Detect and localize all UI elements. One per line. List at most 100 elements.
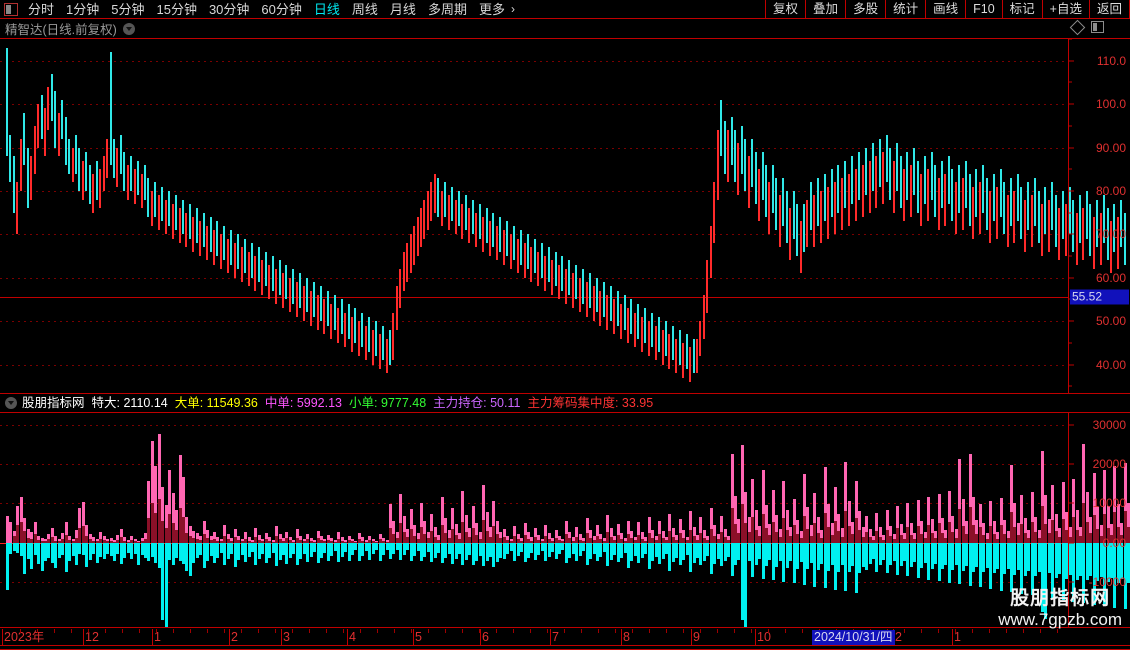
chevron-down-circle-icon[interactable] [5, 397, 17, 409]
toolbar-right-buttons: 复权 叠加 多股 统计 画线 F10 标记 +自选 返回 [765, 0, 1130, 19]
candle-bar [116, 147, 119, 187]
candle-bar [992, 173, 995, 222]
candle-bar [264, 251, 267, 287]
date-tick-label: 1 [154, 630, 161, 644]
indicator-overlay-bar [861, 536, 865, 543]
period-tab-6[interactable]: 日线 [313, 1, 340, 17]
price-plot-area[interactable] [0, 39, 1126, 393]
chevron-right-icon[interactable]: › [510, 2, 515, 16]
toolbar-button-标记[interactable]: 标记 [1001, 0, 1043, 19]
indicator-positive-bar [533, 527, 537, 543]
candle-bar [920, 173, 923, 226]
indicator-negative-bar [796, 542, 800, 569]
indicator-negative-bar [630, 542, 634, 561]
indicator-positive-bar [299, 535, 303, 543]
candle-bar [230, 230, 233, 265]
panel-icon[interactable] [1091, 21, 1104, 33]
indicator-positive-bar [844, 461, 848, 543]
indicator-overlay-bar [730, 507, 734, 543]
indicator-positive-bar [785, 510, 789, 543]
candle-bar [195, 208, 198, 244]
candle-bar [282, 273, 284, 309]
indicator-overlay-bar [1020, 523, 1024, 543]
toolbar-button-多股[interactable]: 多股 [845, 0, 887, 19]
indicator-negative-bar [457, 542, 461, 555]
indicator-negative-bar [485, 542, 489, 562]
candle-bar [575, 264, 578, 300]
indicator-negative-bar [1113, 542, 1117, 608]
period-tab-9[interactable]: 多周期 [427, 1, 467, 17]
indicator-positive-bar [544, 524, 548, 543]
indicator-negative-bar [1085, 542, 1089, 581]
period-tab-8[interactable]: 月线 [389, 1, 416, 17]
indicator-overlay-bar [675, 539, 679, 543]
toolbar-button-F10[interactable]: F10 [965, 0, 1003, 19]
indicator-negative-bar [713, 542, 717, 564]
indicator-negative-bar [464, 542, 468, 560]
indicator-overlay-bar [540, 541, 544, 543]
indicator-overlay-bar [602, 540, 606, 543]
period-tab-10[interactable]: 更多 [478, 1, 505, 17]
indicator-field-3: 小单: 9777.48 [349, 396, 427, 410]
indicator-chart-panel[interactable]: 30000 20000 10000 0.00 -10000 [0, 412, 1130, 628]
period-tab-7[interactable]: 周线 [351, 1, 378, 17]
candle-bar [1051, 182, 1054, 231]
indicator-plot-area[interactable] [0, 413, 1130, 627]
period-tab-5[interactable]: 60分钟 [261, 1, 302, 17]
candle-bar [109, 52, 112, 165]
candle-bar [651, 312, 654, 348]
indicator-positive-bar [1037, 529, 1041, 543]
panel-toggle-icon[interactable] [4, 2, 18, 16]
toolbar-button-返回[interactable]: 返回 [1088, 0, 1130, 19]
indicator-overlay-bar [637, 534, 641, 543]
chevron-down-circle-icon[interactable] [122, 22, 135, 35]
indicator-negative-bar [354, 542, 358, 551]
indicator-negative-bar [351, 542, 354, 556]
toolbar-button-叠加[interactable]: 叠加 [805, 0, 847, 19]
indicator-overlay-bar [720, 532, 724, 543]
period-tab-1[interactable]: 1分钟 [66, 1, 100, 17]
candle-bar [1123, 212, 1126, 265]
indicator-positive-bar [333, 540, 337, 543]
indicator-negative-bar [709, 542, 713, 574]
indicator-positive-bar [285, 531, 289, 543]
candle-bar [6, 47, 8, 157]
candle-bar [302, 286, 305, 322]
date-axis[interactable]: 2023年 12 1 2 3 4 5 6 7 8 9 10 2 1 2024/10/31/四 [0, 629, 1130, 650]
price-chart-panel[interactable]: 110.0 100.0 90.00 80.00 70.00 60.00 50.00 40.00… [0, 38, 1130, 394]
toolbar-button-统计[interactable]: 统计 [885, 0, 927, 19]
period-tab-4[interactable]: 30分钟 [208, 1, 250, 17]
indicator-positive-bar [1106, 505, 1110, 543]
candle-bar [637, 303, 640, 339]
candle-bar [485, 208, 488, 244]
indicator-overlay-bar [437, 539, 441, 543]
indicator-overlay-bar [16, 524, 20, 543]
toolbar-button-复权[interactable]: 复权 [765, 0, 807, 19]
candle-bar [878, 138, 881, 187]
period-tab-3[interactable]: 15分钟 [156, 1, 197, 17]
indicator-negative-bar [1020, 542, 1024, 594]
indicator-positive-bar [889, 525, 893, 543]
indicator-negative-bar [1082, 542, 1086, 604]
date-tick-label: 10 [757, 630, 771, 644]
indicator-overlay-bar [1106, 527, 1110, 543]
date-minor-tick [275, 629, 276, 633]
indicator-negative-bar [75, 542, 78, 565]
indicator-positive-bar [675, 535, 679, 543]
candle-bar [916, 160, 919, 213]
candle-bar [1085, 190, 1088, 239]
period-tab-0[interactable]: 分时 [28, 1, 55, 17]
indicator-overlay-bar [195, 539, 199, 543]
diamond-icon[interactable] [1069, 19, 1086, 35]
period-tab-2[interactable]: 5分钟 [111, 1, 145, 17]
indicator-negative-bar [637, 542, 641, 563]
candle-bar [1058, 208, 1061, 261]
candle-bar [854, 169, 857, 222]
indicator-positive-bar [1041, 450, 1044, 543]
candle-bar [440, 190, 443, 226]
indicator-overlay-bar [771, 521, 775, 543]
indicator-negative-bar [858, 542, 862, 574]
indicator-positive-bar [789, 526, 793, 543]
toolbar-button-画线[interactable]: 画线 [925, 0, 967, 19]
toolbar-button-+自选[interactable]: +自选 [1041, 0, 1090, 19]
